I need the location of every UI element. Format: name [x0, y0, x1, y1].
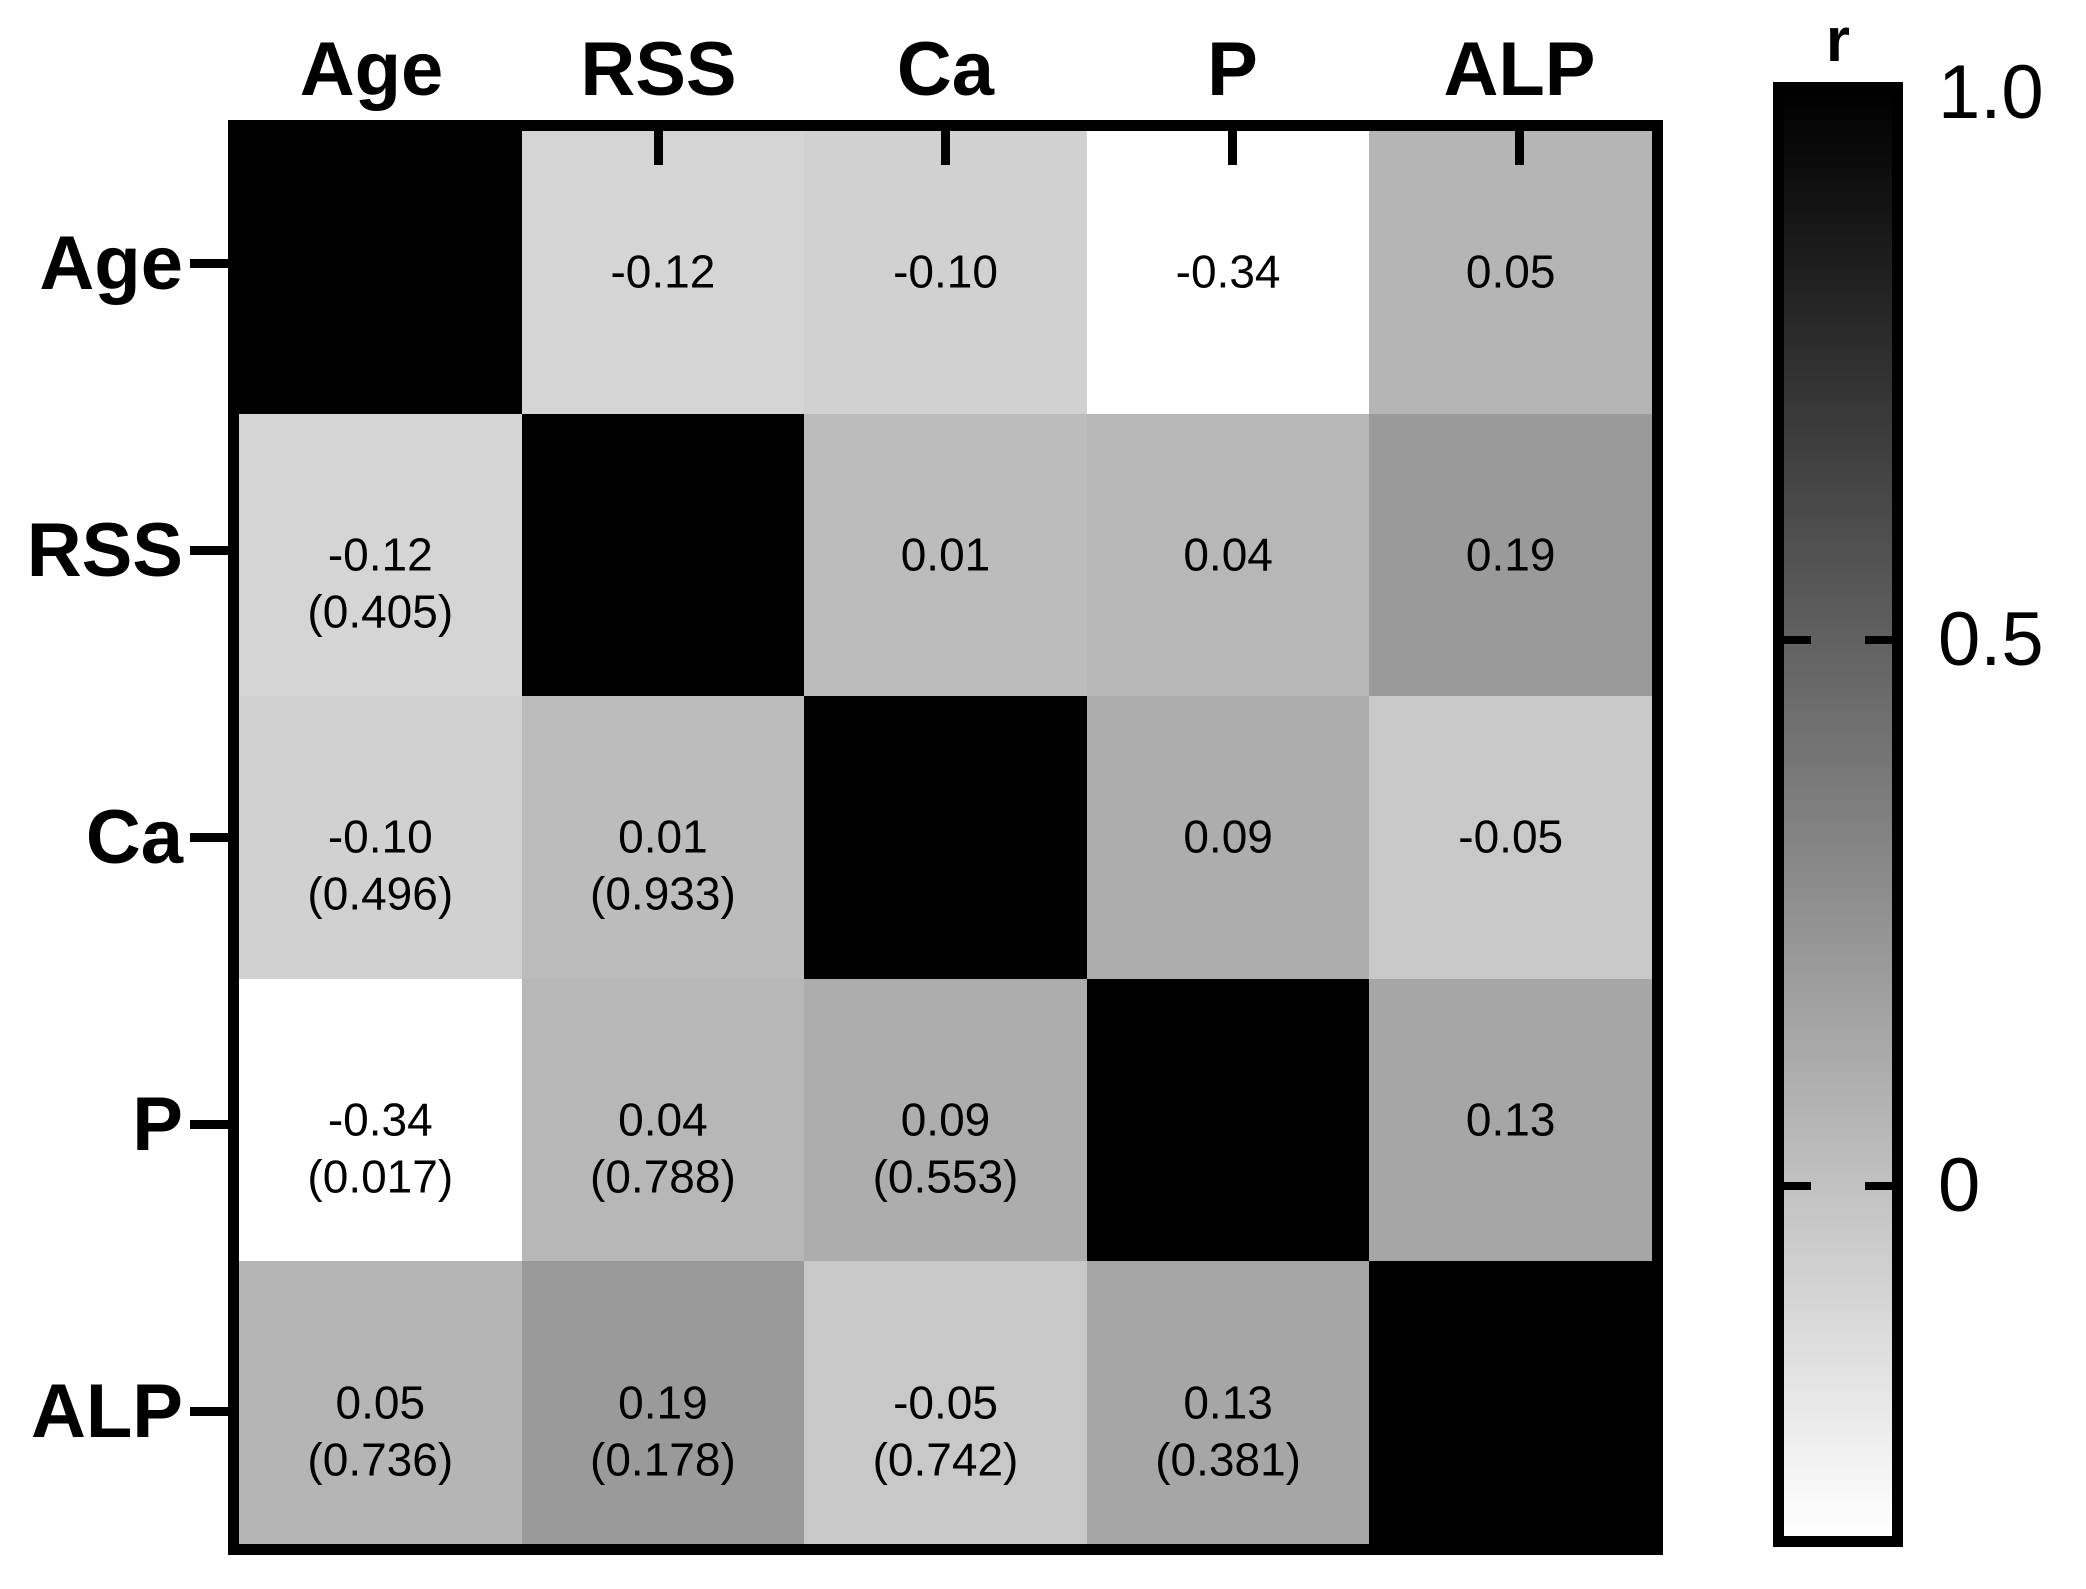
y-axis-tick-ca [190, 833, 228, 842]
colorbar-tick [1784, 1182, 1811, 1191]
cell-r-value: -0.12 [610, 246, 716, 298]
cell-p-value: (0.736) [307, 1433, 454, 1486]
cell-r-value: 0.19 [1465, 528, 1556, 581]
y-axis-tick-rss [190, 546, 228, 555]
heatmap-cell-p-p [1086, 978, 1370, 1262]
colorbar-tick-label: 0.5 [1938, 596, 2044, 682]
col-label-alp: ALP [1443, 27, 1596, 112]
row-label-age: Age [39, 220, 183, 306]
heatmap-cell-age-ca: -0.10 [804, 131, 1087, 414]
heatmap-cell-ca-rss: 0.01 (0.933) [521, 696, 805, 979]
cell-r-value: 0.19 [618, 1376, 708, 1429]
cell-r-value: 0.05 [1465, 246, 1556, 298]
row-label-ca: Ca [85, 794, 183, 880]
heatmap-cell-rss-age: -0.12 (0.405) [239, 413, 522, 697]
cell-r-value: -0.34 [327, 1093, 433, 1146]
cell-r-value: -0.12 [327, 528, 433, 581]
heatmap-cell-alp-age: 0.05 (0.736) [239, 1261, 522, 1544]
heatmap-cell-age-age [239, 131, 522, 414]
y-axis-tick-age [190, 259, 228, 268]
cell-p-value: (0.178) [590, 1433, 736, 1486]
cell-r-value: 0.04 [1183, 528, 1273, 581]
heatmap-cell-alp-ca: -0.05 (0.742) [804, 1261, 1087, 1544]
cell-r-value: 0.09 [1183, 811, 1273, 864]
cell-r-value: 0.05 [335, 1376, 426, 1429]
cell-p-value: (0.553) [872, 1150, 1019, 1203]
cell-r-value: -0.05 [1458, 811, 1564, 864]
heatmap-cell-age-p: -0.34 [1086, 131, 1370, 414]
heatmap-cell-rss-p: 0.04 [1086, 413, 1370, 697]
heatmap-cell-p-alp: 0.13 [1369, 978, 1652, 1262]
cell-p-value: (0.788) [590, 1150, 736, 1203]
y-axis-tick-p [190, 1120, 228, 1129]
row-label-p: P [132, 1081, 183, 1167]
cell-p-value: (0.933) [590, 868, 736, 921]
cell-r-value: 0.13 [1465, 1093, 1556, 1146]
cell-r-value: -0.10 [327, 811, 433, 864]
cell-r-value: 0.09 [900, 1093, 991, 1146]
heatmap-cell-p-age: -0.34 (0.017) [239, 978, 522, 1262]
colorbar-tick-label: 0 [1938, 1143, 1981, 1229]
colorbar-tick [1784, 635, 1811, 644]
colorbar-tick [1865, 635, 1892, 644]
cell-p-value: (0.496) [307, 868, 454, 921]
colorbar-gradient [1773, 82, 1903, 1547]
y-axis-tick-alp [190, 1407, 228, 1416]
x-axis-tick-p [1228, 120, 1237, 165]
col-label-p: P [1207, 27, 1258, 112]
cell-r-value: -0.10 [893, 246, 998, 298]
cell-r-value: -0.05 [893, 1376, 998, 1429]
heatmap-matrix: -0.12 -0.10 -0.34 0.05 -0.12 (0.405) 0.01 0.04 0… [228, 120, 1663, 1555]
col-label-ca: Ca [896, 27, 995, 112]
row-label-alp: ALP [31, 1368, 183, 1454]
col-label-rss: RSS [580, 27, 737, 112]
heatmap-cell-rss-ca: 0.01 [804, 413, 1087, 697]
heatmap-cell-ca-age: -0.10 (0.496) [239, 696, 522, 979]
cell-r-value: 0.01 [618, 811, 708, 864]
heatmap-cell-ca-p: 0.09 [1086, 696, 1370, 979]
heatmap-cell-age-rss: -0.12 [521, 131, 805, 414]
x-axis-tick-alp [1515, 120, 1524, 165]
cell-p-value: (0.381) [1155, 1433, 1301, 1486]
colorbar-tick [1865, 1182, 1892, 1191]
heatmap-cell-age-alp: 0.05 [1369, 131, 1652, 414]
x-axis-tick-rss [654, 120, 663, 165]
x-axis-tick-age [367, 120, 376, 165]
colorbar-tick-label: 1.0 [1938, 50, 2044, 135]
cell-p-value: (0.017) [307, 1150, 454, 1203]
heatmap-cell-alp-p: 0.13 (0.381) [1086, 1261, 1370, 1544]
heatmap-cell-p-rss: 0.04 (0.788) [521, 978, 805, 1262]
cell-r-value: -0.34 [1175, 246, 1281, 298]
heatmap-cell-ca-alp: -0.05 [1369, 696, 1652, 979]
x-axis-tick-ca [941, 120, 950, 165]
row-label-rss: RSS [26, 507, 183, 593]
heatmap-cell-p-ca: 0.09 (0.553) [804, 978, 1087, 1262]
heatmap-cell-rss-alp: 0.19 [1369, 413, 1652, 697]
heatmap-cell-alp-alp [1369, 1261, 1652, 1544]
colorbar-title: r [1825, 6, 1851, 75]
cell-p-value: (0.405) [307, 585, 454, 638]
cell-r-value: 0.01 [900, 528, 991, 581]
cell-r-value: 0.04 [618, 1093, 708, 1146]
heatmap-cell-rss-rss [521, 413, 805, 697]
col-label-age: Age [299, 27, 444, 112]
heatmap-cell-ca-ca [804, 696, 1087, 979]
cell-r-value: 0.13 [1183, 1376, 1273, 1429]
cell-p-value: (0.742) [872, 1433, 1019, 1486]
heatmap-cell-alp-rss: 0.19 (0.178) [521, 1261, 805, 1544]
